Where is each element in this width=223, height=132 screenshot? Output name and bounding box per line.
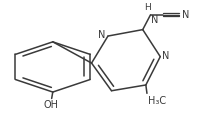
Text: N: N [98, 30, 106, 40]
Text: OH: OH [43, 100, 58, 110]
Text: N: N [162, 51, 169, 61]
Text: N: N [151, 15, 158, 25]
Text: H₃C: H₃C [148, 96, 166, 106]
Text: N: N [182, 10, 189, 20]
Text: H: H [145, 3, 151, 12]
